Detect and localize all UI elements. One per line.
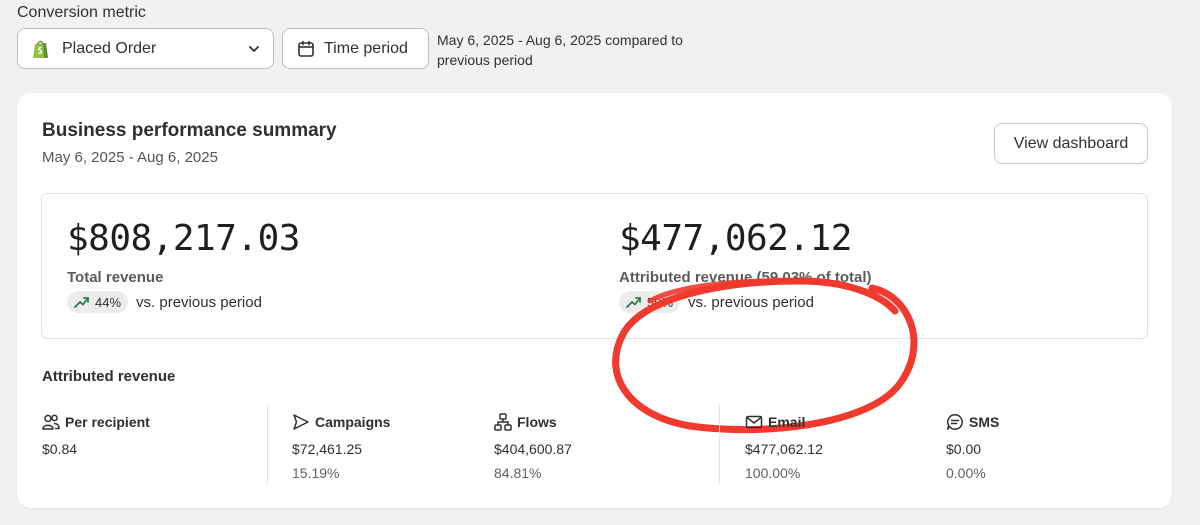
attributed-revenue-change: 59% vs. previous period (619, 291, 814, 313)
trend-up-icon (74, 295, 90, 309)
stat-campaigns: Campaigns $72,461.25 15.19% (292, 413, 390, 481)
stat-flows: Flows $404,600.87 84.81% (494, 413, 572, 481)
change-comparison-text: vs. previous period (136, 293, 262, 311)
card-title: Business performance summary (42, 120, 337, 141)
stat-value: $72,461.25 (292, 441, 363, 457)
shopify-icon (32, 39, 50, 59)
sms-icon (946, 413, 964, 431)
stat-name: SMS (969, 414, 1000, 430)
stat-value: $0.84 (42, 441, 78, 457)
change-percent: 44% (95, 294, 122, 310)
divider (719, 405, 720, 484)
stat-name: Per recipient (65, 414, 150, 430)
mail-icon (745, 413, 763, 431)
conversion-metric-value: Placed Order (62, 39, 157, 57)
chevron-down-icon (247, 42, 261, 56)
attributed-revenue-label: Attributed revenue (59.03% of total) (619, 269, 872, 286)
revenue-summary-box: $808,217.03 Total revenue 44% vs. previo… (41, 193, 1148, 434)
stat-sms: SMS $0.00 0.00% (946, 413, 999, 481)
stat-per-recipient: Per recipient $0.84 (42, 413, 150, 457)
stat-value: $404,600.87 (494, 441, 572, 457)
calendar-icon (297, 40, 315, 58)
stat-name: Email (768, 414, 806, 430)
total-revenue-change: 44% vs. previous period (67, 291, 262, 313)
total-revenue-label: Total revenue (67, 269, 164, 286)
people-icon (42, 413, 60, 431)
comparison-range-text: May 6, 2025 - Aug 6, 2025 compared to pr… (437, 32, 683, 68)
stat-email: Email $477,062.12 100.00% (745, 413, 823, 481)
divider (267, 405, 268, 484)
stat-percent: 15.19% (292, 465, 340, 481)
change-comparison-text: vs. previous period (688, 293, 814, 311)
conversion-metric-dropdown[interactable]: Placed Order (17, 28, 274, 69)
attributed-revenue-title: Attributed revenue (42, 368, 176, 385)
change-badge: 59% (619, 291, 681, 313)
stat-percent: 100.00% (745, 465, 801, 481)
trend-up-icon (626, 295, 642, 309)
change-percent: 59% (647, 294, 674, 310)
stat-percent: 0.00% (946, 465, 986, 481)
stat-percent: 84.81% (494, 465, 542, 481)
change-badge: 44% (67, 291, 129, 313)
time-period-button[interactable]: Time period (282, 28, 429, 69)
card-date-range: May 6, 2025 - Aug 6, 2025 (42, 149, 218, 166)
attributed-revenue-value: $477,062.12 (619, 218, 852, 259)
stat-name: Campaigns (315, 414, 391, 430)
stat-value: $477,062.12 (745, 441, 823, 457)
conversion-metric-label: Conversion metric (17, 4, 146, 21)
flow-icon (494, 413, 512, 431)
time-period-label: Time period (324, 39, 408, 57)
stat-value: $0.00 (946, 441, 982, 457)
total-revenue-value: $808,217.03 (67, 218, 300, 259)
view-dashboard-button[interactable]: View dashboard (994, 123, 1148, 164)
business-performance-card: Business performance summary May 6, 2025… (17, 93, 1172, 508)
stat-name: Flows (517, 414, 557, 430)
send-icon (292, 413, 310, 431)
